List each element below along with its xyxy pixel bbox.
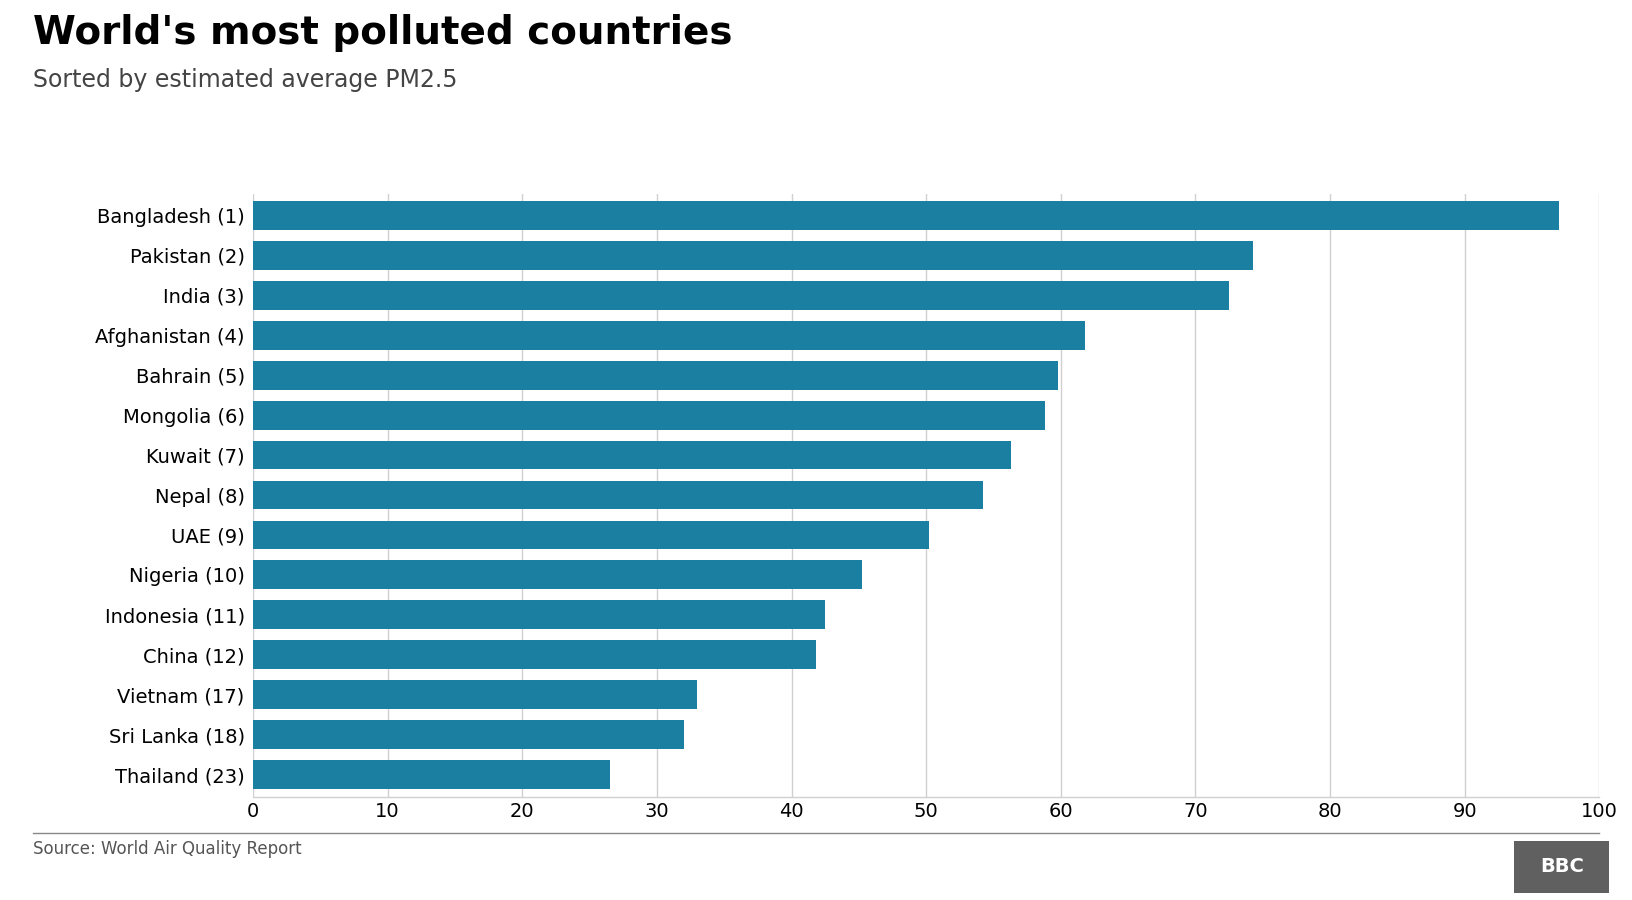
Bar [253, 281, 1229, 310]
Bar [253, 641, 816, 669]
Bar [253, 760, 610, 789]
Bar [253, 561, 862, 590]
Text: Sorted by estimated average PM2.5: Sorted by estimated average PM2.5 [33, 68, 457, 92]
Bar [253, 321, 1085, 349]
Text: Source: World Air Quality Report: Source: World Air Quality Report [33, 840, 302, 858]
Bar [253, 520, 929, 549]
Bar [253, 241, 1253, 270]
Bar [253, 400, 1044, 429]
Text: BBC: BBC [1541, 857, 1583, 877]
Bar [253, 680, 697, 709]
Text: World's most polluted countries: World's most polluted countries [33, 14, 733, 51]
Bar [253, 361, 1058, 390]
Bar [253, 600, 826, 629]
Bar [253, 441, 1010, 470]
Bar [253, 481, 982, 509]
Bar [253, 201, 1559, 230]
Bar [253, 720, 684, 749]
